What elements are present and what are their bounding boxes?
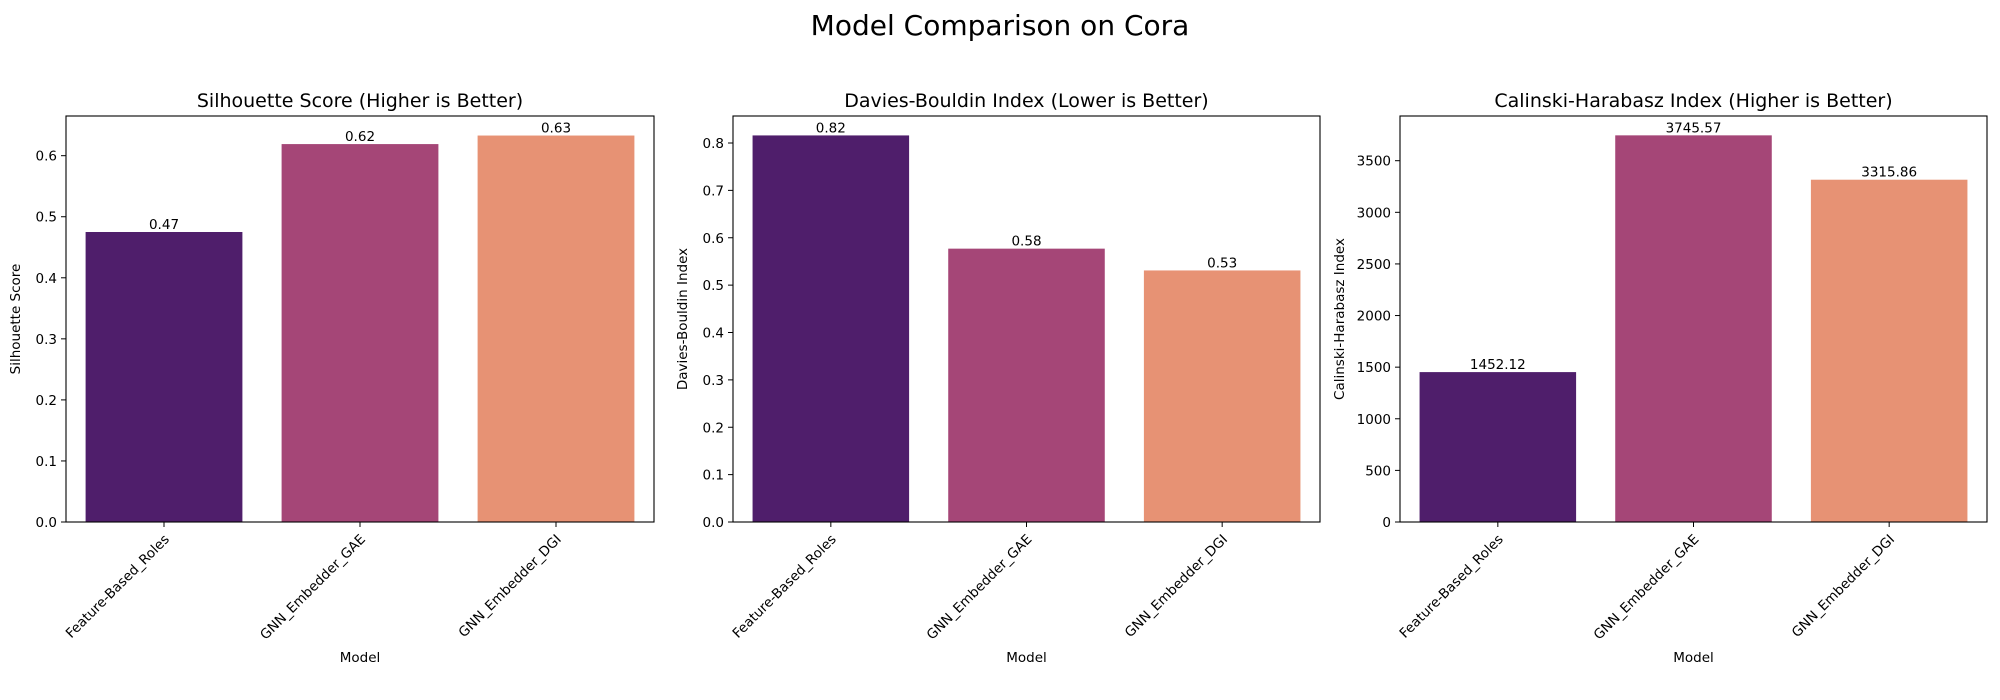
y-axis-label: Calinski-Harabasz Index: [1332, 238, 1348, 400]
bar-feature-based-roles: [85, 232, 243, 522]
x-tick-label: GNN_Embedder_DGI: [1122, 532, 1231, 641]
bar-gnn-embedder-dgi: [1143, 270, 1301, 522]
y-tick-label: 0.1: [703, 468, 724, 484]
x-axis-label: Model: [1673, 650, 1714, 666]
y-tick-label: 2000: [1357, 309, 1391, 325]
bar-gnn-embedder-dgi: [1810, 179, 1968, 523]
y-tick-label: 0.3: [36, 332, 57, 348]
bar-value-label: 0.82: [816, 120, 846, 136]
bar-value-label: 3315.86: [1861, 165, 1917, 181]
silhouette-title: Silhouette Score (Higher is Better): [197, 90, 523, 112]
bar-gnn-embedder-gae: [281, 144, 439, 522]
x-tick-label: GNN_Embedder_GAE: [924, 532, 1036, 644]
bar-value-label: 0.47: [149, 217, 179, 233]
y-tick-label: 0.1: [36, 454, 57, 470]
x-tick-label: GNN_Embedder_GAE: [257, 532, 369, 644]
bar-gnn-embedder-gae: [948, 248, 1105, 522]
y-tick-label: 0.6: [36, 149, 57, 165]
y-tick-label: 3000: [1357, 205, 1391, 221]
bar-value-label: 0.62: [345, 129, 375, 145]
y-tick-label: 2500: [1357, 257, 1391, 273]
x-axis-label: Model: [1006, 650, 1047, 666]
bar-gnn-embedder-gae: [1615, 135, 1772, 523]
x-tick-label: Feature-Based_Roles: [1397, 532, 1507, 642]
y-tick-label: 0.7: [703, 183, 724, 199]
bar-feature-based-roles: [752, 135, 910, 522]
bar-gnn-embedder-dgi: [477, 135, 635, 522]
y-tick-label: 0.0: [36, 515, 57, 531]
y-tick-label: 0.0: [703, 515, 724, 531]
x-axis-label: Model: [340, 650, 381, 666]
y-tick-label: 0.2: [36, 393, 57, 409]
x-tick-label: GNN_Embedder_DGI: [1789, 532, 1898, 641]
y-tick-label: 0.3: [703, 373, 724, 389]
y-tick-label: 1500: [1357, 360, 1391, 376]
x-tick-label: Feature-Based_Roles: [63, 532, 173, 642]
davies-bouldin-panel: Davies-Bouldin Index (Lower is Better) 0.…: [675, 90, 1321, 666]
bar-value-label: 3745.57: [1666, 120, 1722, 136]
y-axis-label: Davies-Bouldin Index: [675, 248, 691, 390]
y-tick-label: 1000: [1357, 412, 1391, 428]
x-tick-label: GNN_Embedder_DGI: [456, 532, 565, 641]
bar-value-label: 0.58: [1011, 234, 1041, 250]
bar-feature-based-roles: [1419, 372, 1577, 522]
y-tick-label: 0.8: [703, 136, 724, 152]
y-tick-label: 500: [1365, 463, 1391, 479]
davies-bouldin-title: Davies-Bouldin Index (Lower is Better): [844, 90, 1208, 112]
y-tick-label: 0: [1382, 515, 1391, 531]
x-tick-label: Feature-Based_Roles: [730, 532, 840, 642]
figure-suptitle: Model Comparison on Cora: [811, 9, 1190, 42]
y-tick-label: 0.6: [703, 231, 724, 247]
y-tick-label: 0.5: [703, 278, 724, 294]
x-tick-label: GNN_Embedder_GAE: [1591, 532, 1703, 644]
y-tick-label: 0.4: [36, 271, 57, 287]
y-tick-label: 0.4: [703, 326, 724, 342]
silhouette-score-panel: Silhouette Score (Higher is Better) 0.47 0…: [8, 90, 655, 666]
y-axis-label: Silhouette Score: [8, 264, 24, 375]
bar-value-label: 0.53: [1207, 255, 1237, 271]
y-tick-label: 3500: [1357, 154, 1391, 170]
y-tick-label: 0.5: [36, 210, 57, 226]
y-tick-label: 0.2: [703, 420, 724, 436]
calinski-harabasz-title: Calinski-Harabasz Index (Higher is Bette…: [1494, 90, 1892, 112]
calinski-harabasz-panel: Calinski-Harabasz Index (Higher is Bette…: [1332, 90, 1988, 666]
bar-value-label: 1452.12: [1470, 357, 1526, 373]
bar-value-label: 0.63: [541, 121, 571, 137]
